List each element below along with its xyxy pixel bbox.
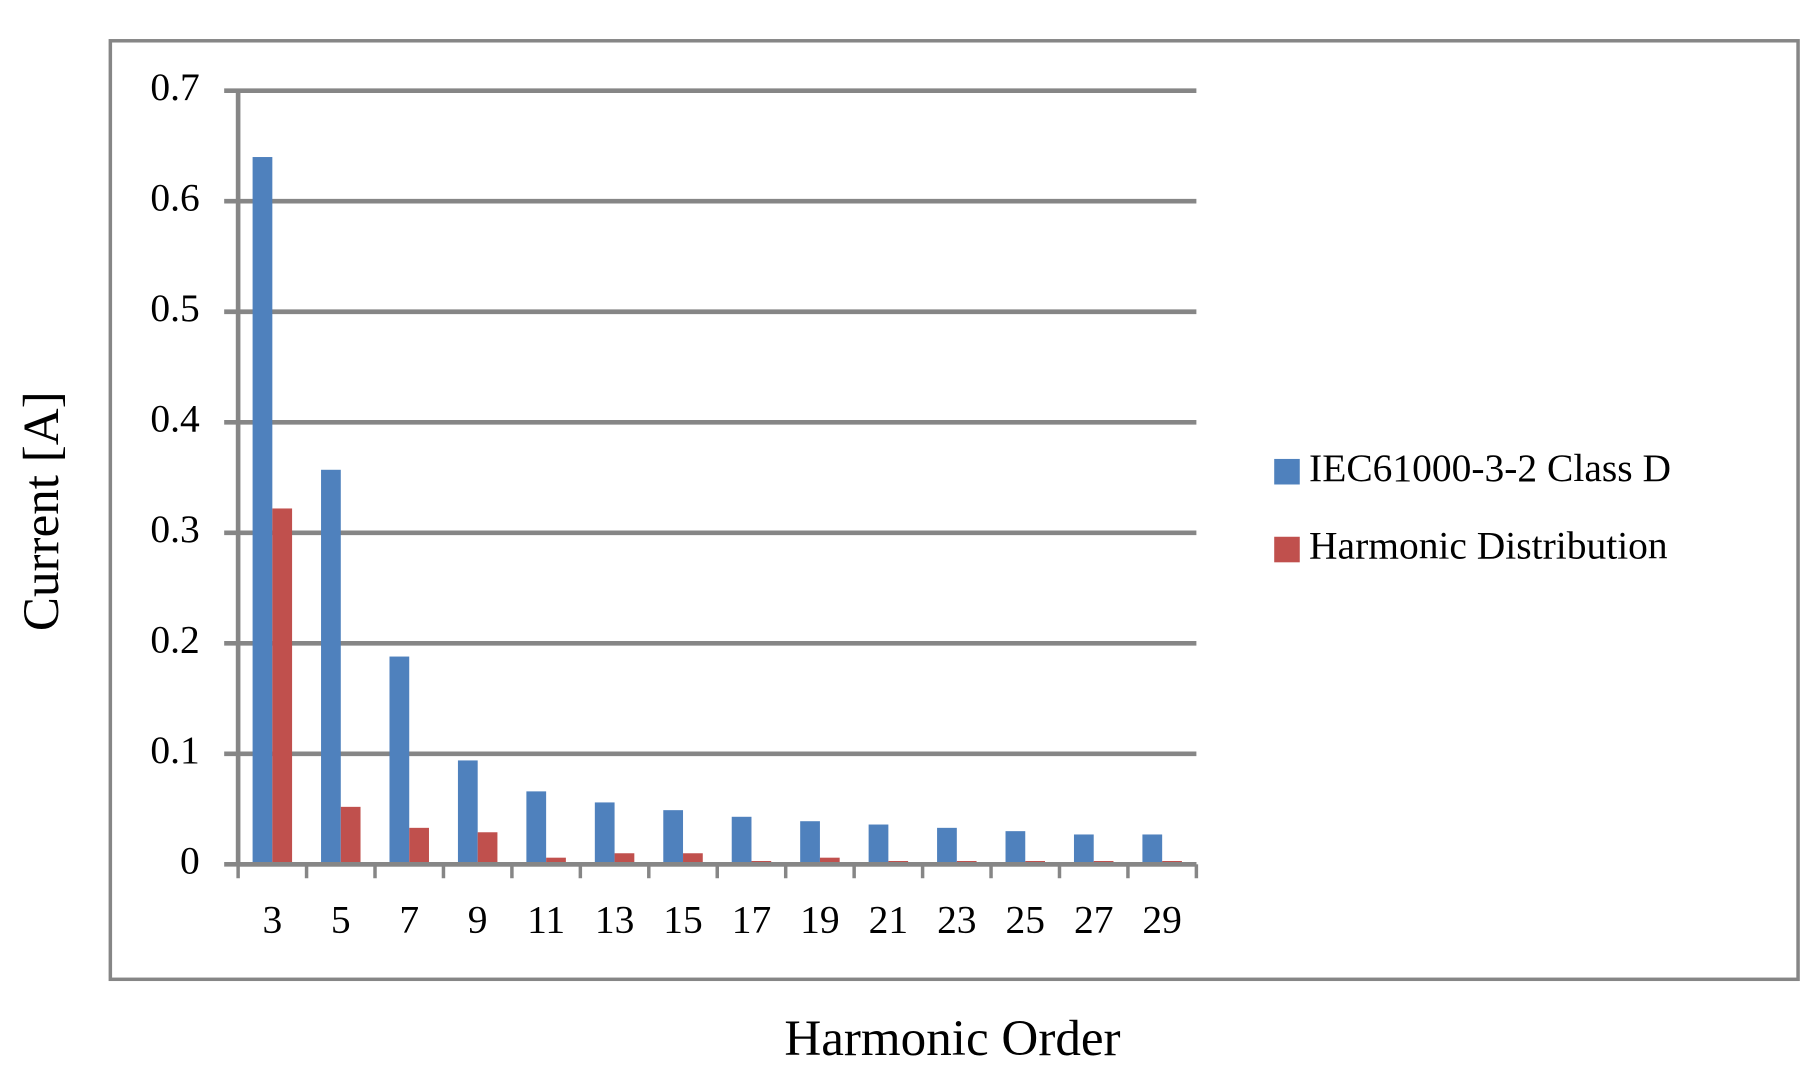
bar (800, 821, 820, 865)
x-tick-label: 19 (800, 898, 839, 942)
x-tick-label: 21 (869, 898, 908, 942)
y-tick-label: 0.7 (150, 65, 199, 109)
bar (546, 857, 566, 865)
legend-swatch (1274, 458, 1300, 485)
legend-label: IEC61000-3-2 Class D (1309, 446, 1671, 490)
bar (1142, 834, 1163, 865)
y-tick-label: 0.2 (150, 617, 199, 661)
y-tick-label: 0.1 (150, 728, 199, 772)
x-tick-label: 11 (527, 898, 565, 942)
legend-swatch (1274, 536, 1300, 563)
y-axis-title: Current [A] (13, 391, 70, 631)
bar (321, 469, 341, 865)
x-tick-label: 5 (331, 898, 351, 942)
bar (457, 760, 478, 865)
x-tick-label: 29 (1142, 898, 1181, 942)
x-tick-label: 17 (732, 898, 771, 942)
bar (389, 656, 410, 865)
x-tick-label: 7 (399, 898, 419, 942)
x-tick-label: 27 (1074, 898, 1113, 942)
bar (594, 802, 615, 865)
bar (683, 853, 703, 865)
bar (819, 857, 840, 865)
bar (1073, 834, 1094, 865)
x-tick-label: 23 (937, 898, 976, 942)
bar (614, 853, 635, 865)
bar (937, 827, 957, 865)
bar (252, 157, 273, 865)
bar (663, 810, 684, 865)
x-tick-label: 15 (663, 898, 702, 942)
bar (1005, 831, 1026, 865)
bar (731, 816, 752, 865)
bar (868, 824, 889, 865)
y-tick-label: 0.6 (150, 175, 199, 219)
x-tick-label: 13 (595, 898, 634, 942)
y-tick-label: 0.5 (150, 286, 199, 330)
x-axis-title: Harmonic Order (784, 1010, 1120, 1067)
y-tick-label: 0.3 (150, 507, 199, 551)
y-tick-label: 0 (180, 838, 200, 882)
bar (477, 832, 498, 865)
bar (526, 791, 547, 865)
x-tick-label: 25 (1006, 898, 1045, 942)
bar (409, 827, 429, 865)
chart-frame (108, 39, 1800, 982)
y-tick-label: 0.4 (150, 396, 200, 440)
legend-label: Harmonic Distribution (1309, 524, 1668, 568)
x-tick-label: 3 (262, 898, 282, 942)
bar (272, 508, 293, 865)
bar (340, 806, 361, 865)
x-tick-label: 9 (468, 898, 488, 942)
